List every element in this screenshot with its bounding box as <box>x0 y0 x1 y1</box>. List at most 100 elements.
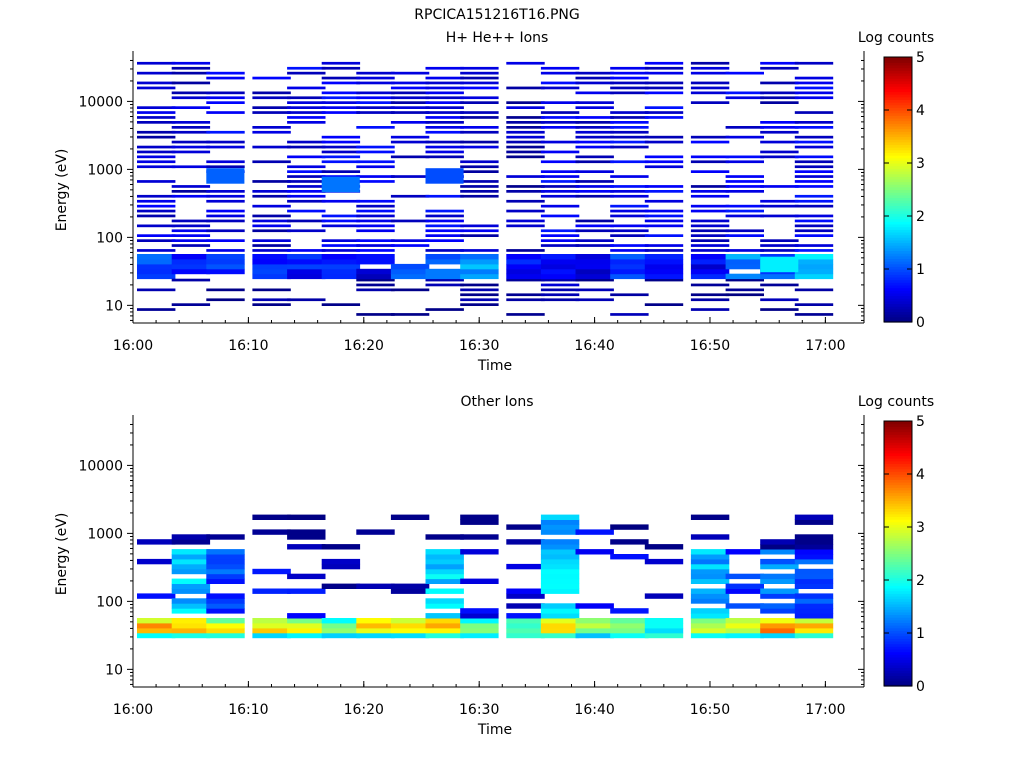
heatmap-cell <box>794 229 834 233</box>
heatmap-cell <box>390 288 430 292</box>
heatmap-cell <box>540 126 580 129</box>
heatmap-cell <box>137 263 176 270</box>
heatmap-cell <box>171 66 211 70</box>
heatmap-cell <box>644 303 684 306</box>
heatmap-cell <box>390 194 430 198</box>
heatmap-cell <box>644 234 684 237</box>
heatmap-cell <box>506 116 545 119</box>
colorbar-segment <box>884 57 912 61</box>
colorbar-segment <box>884 194 912 199</box>
heatmap-cell <box>540 519 580 525</box>
colorbar-segment <box>884 537 912 541</box>
heatmap-cell <box>206 111 245 114</box>
heatmap-cell <box>460 618 499 624</box>
heatmap-cell <box>425 145 464 149</box>
colorbar-segment <box>884 303 912 307</box>
heatmap-cell <box>321 170 361 173</box>
colorbar-segment <box>884 532 912 536</box>
colorbar-segment <box>884 67 912 71</box>
heatmap-cell <box>206 288 245 292</box>
heatmap-cell <box>171 71 211 75</box>
heatmap-cell <box>356 126 395 129</box>
heatmap-cell <box>390 96 430 100</box>
heatmap-cell <box>644 219 684 223</box>
heatmap-cell <box>206 573 245 580</box>
heatmap-cell <box>690 549 730 555</box>
heatmap-cell <box>540 111 580 114</box>
heatmap-cell <box>460 180 499 183</box>
colorbar-segment <box>884 131 912 135</box>
panel-2-xlabel: Time <box>477 722 513 738</box>
colorbar-segment <box>884 622 912 626</box>
heatmap-cell <box>460 71 499 75</box>
colorbar-segment <box>884 617 912 621</box>
colorbar-segment <box>884 229 912 233</box>
colorbar-segment <box>884 168 912 172</box>
heatmap-cell <box>390 219 430 223</box>
heatmap-cell <box>252 96 291 100</box>
heatmap-cell <box>390 313 430 316</box>
heatmap-cell <box>206 568 245 575</box>
heatmap-cell <box>390 514 430 520</box>
heatmap-cell <box>644 244 684 247</box>
heatmap-cell <box>540 204 580 208</box>
heatmap-cell <box>460 249 499 252</box>
colorbar-segment <box>884 656 912 661</box>
heatmap-cell <box>794 608 834 614</box>
heatmap-cell <box>460 578 499 584</box>
colorbar-tick-label: 3 <box>916 156 925 172</box>
heatmap-cell <box>725 273 764 280</box>
colorbar-segment <box>884 434 912 438</box>
heatmap-cell <box>610 91 649 95</box>
heatmap-cell <box>287 229 326 233</box>
heatmap-cell <box>460 254 499 260</box>
heatmap-cell <box>506 588 545 594</box>
heatmap-cell <box>610 66 649 70</box>
heatmap-cell <box>506 185 545 188</box>
heatmap-cell <box>644 263 684 270</box>
heatmap-cell <box>575 185 614 188</box>
heatmap-cell <box>206 554 245 560</box>
heatmap-cell <box>506 86 545 90</box>
heatmap-cell <box>794 224 834 228</box>
heatmap-cell <box>610 130 649 134</box>
heatmap-cell <box>506 224 545 228</box>
heatmap-cell <box>171 263 211 270</box>
colorbar-segment <box>884 210 912 214</box>
heatmap-cell <box>725 623 764 629</box>
heatmap-cell <box>321 583 361 589</box>
heatmap-cell <box>390 175 430 178</box>
heatmap-cell <box>460 519 499 525</box>
heatmap-cell <box>390 140 430 144</box>
heatmap-cell <box>540 71 580 75</box>
heatmap-cell <box>460 259 499 265</box>
heatmap-cell <box>171 130 211 134</box>
heatmap-cell <box>794 259 834 265</box>
heatmap-cell <box>171 61 211 65</box>
heatmap-cell <box>794 613 834 619</box>
heatmap-cell <box>540 81 580 85</box>
heatmap-cell <box>575 130 614 134</box>
heatmap-cell <box>287 534 326 540</box>
heatmap-cell <box>425 627 464 634</box>
colorbar-segment <box>884 213 912 217</box>
heatmap-cell <box>206 145 245 149</box>
heatmap-cell <box>460 126 499 129</box>
heatmap-cell <box>356 627 395 634</box>
heatmap-cell <box>171 190 211 193</box>
heatmap-cell <box>690 623 730 629</box>
heatmap-cell <box>206 249 245 252</box>
heatmap-cell <box>252 254 291 260</box>
heatmap-cell <box>794 140 834 144</box>
heatmap-cell <box>725 214 764 218</box>
heatmap-cell <box>171 121 211 124</box>
y-tick-label: 10000 <box>78 458 123 474</box>
heatmap-cell <box>575 135 614 139</box>
heatmap-cell <box>206 165 245 169</box>
heatmap-cell <box>610 554 649 560</box>
x-tick-label: 16:20 <box>344 702 384 718</box>
heatmap-cell <box>321 106 361 109</box>
colorbar-segment <box>884 450 912 454</box>
heatmap-cell <box>725 155 764 159</box>
colorbar-segment <box>884 300 912 305</box>
